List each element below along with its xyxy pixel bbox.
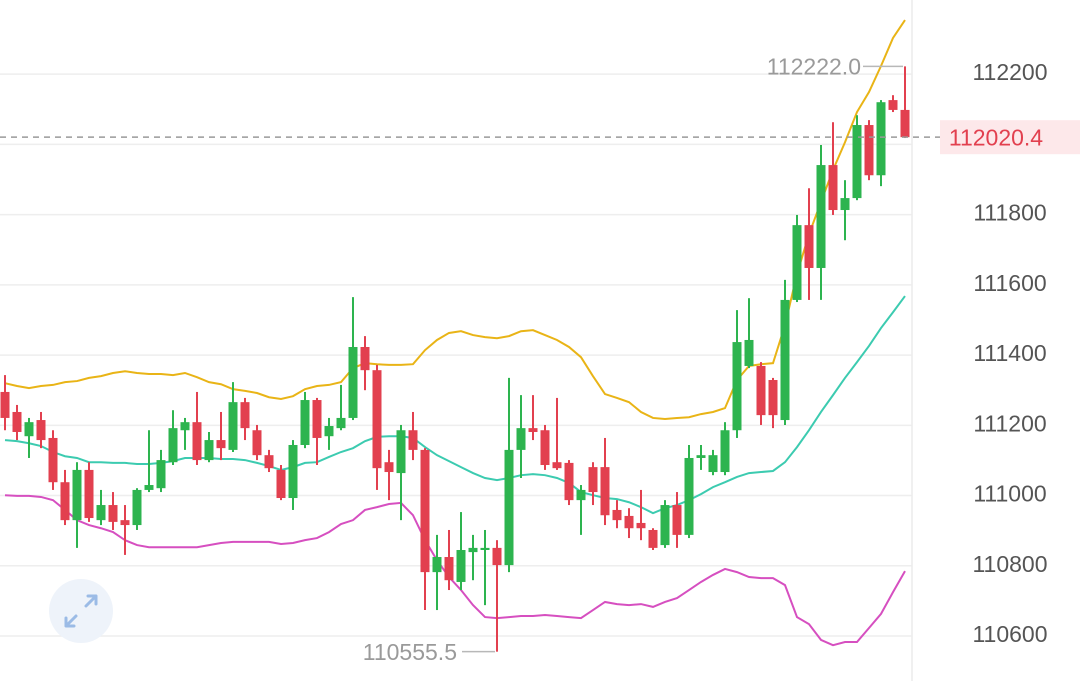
low-label: 110555.5: [363, 639, 457, 665]
candle-body: [624, 515, 634, 529]
high-label: 112222.0: [767, 53, 861, 79]
last-price-box: [940, 120, 1080, 155]
candle-body: [288, 444, 298, 499]
candle-body: [828, 165, 838, 211]
band-line: [4, 19, 906, 420]
y-tick-label: 111600: [973, 270, 1046, 296]
candle-body: [336, 417, 346, 429]
expand-circle[interactable]: [49, 579, 113, 643]
candle-body: [48, 437, 58, 483]
candle-body: [432, 557, 442, 573]
expand-icon[interactable]: [64, 594, 98, 628]
candle-body: [672, 505, 682, 535]
candle-body: [648, 529, 658, 548]
y-tick-label: 110600: [972, 621, 1047, 647]
candle-body: [864, 125, 874, 176]
candle-body: [228, 402, 238, 450]
candle-body: [744, 339, 754, 366]
expand-button[interactable]: [49, 579, 113, 643]
candle-body: [612, 509, 622, 521]
candle-body: [444, 557, 454, 581]
candle-body: [552, 462, 562, 469]
candle-body: [0, 391, 10, 418]
candle-body: [276, 469, 286, 499]
candle-body: [60, 482, 70, 521]
candle-body: [696, 455, 706, 458]
candle-body: [480, 547, 490, 550]
candle-body: [96, 505, 106, 521]
candle-body: [756, 365, 766, 416]
candle-body: [636, 522, 646, 529]
candle-body: [852, 125, 862, 199]
band-line: [4, 494, 906, 647]
candle-body: [348, 346, 358, 418]
candle-body: [204, 440, 214, 461]
candle-body: [720, 430, 730, 473]
candle-body: [420, 449, 430, 573]
candle-body: [516, 428, 526, 450]
candle-body: [252, 430, 262, 456]
y-tick-label: 111400: [973, 340, 1046, 366]
candle-body: [540, 430, 550, 466]
y-tick-label: 111800: [973, 200, 1046, 226]
candle-body: [360, 346, 370, 371]
candle-body: [876, 102, 886, 176]
candle-body: [324, 426, 334, 437]
candle-body: [384, 462, 394, 473]
y-tick-label: 111000: [973, 481, 1046, 507]
candle-body: [660, 505, 670, 546]
candle-body: [588, 467, 598, 493]
candle-body: [804, 225, 814, 268]
candle-body: [216, 440, 226, 449]
y-tick-label: 112200: [972, 59, 1047, 85]
candle-body: [468, 547, 478, 553]
candle-body: [240, 402, 250, 429]
candle-body: [156, 460, 166, 489]
y-tick-label: 111200: [973, 410, 1046, 436]
candle-body: [780, 299, 790, 421]
candle-body: [120, 520, 130, 526]
candle-body: [564, 462, 574, 501]
candle-body: [600, 467, 610, 516]
candle-body: [456, 549, 466, 582]
candle-body: [84, 469, 94, 519]
band-line: [4, 295, 906, 515]
last-price-label: 112020.4: [949, 124, 1043, 150]
y-tick-label: 110800: [972, 551, 1047, 577]
candle-body: [504, 449, 514, 566]
candle-body: [108, 505, 118, 522]
candle-body: [768, 380, 778, 416]
candle-body: [168, 428, 178, 463]
candle-body: [312, 400, 322, 438]
candle-body: [528, 428, 538, 432]
candle-body: [840, 198, 850, 211]
candle-body: [792, 225, 802, 300]
candle-body: [180, 422, 190, 431]
candle-body: [12, 411, 22, 432]
candle-body: [264, 455, 274, 469]
candle-body: [900, 109, 910, 138]
candle-body: [492, 547, 502, 566]
candle-body: [192, 422, 202, 461]
candle-body: [72, 469, 82, 521]
candle-body: [816, 165, 826, 268]
candle-body: [24, 422, 34, 437]
candle-body: [36, 420, 46, 441]
candle-body: [888, 100, 898, 110]
candle-body: [684, 457, 694, 535]
candle-body: [408, 430, 418, 450]
candle-body: [144, 485, 154, 490]
candle-body: [300, 400, 310, 445]
candle-body: [576, 489, 586, 501]
candle-body: [732, 342, 742, 431]
candle-body: [708, 455, 718, 473]
candle-body: [132, 489, 142, 526]
candle-body: [372, 370, 382, 469]
candle-body: [396, 430, 406, 474]
